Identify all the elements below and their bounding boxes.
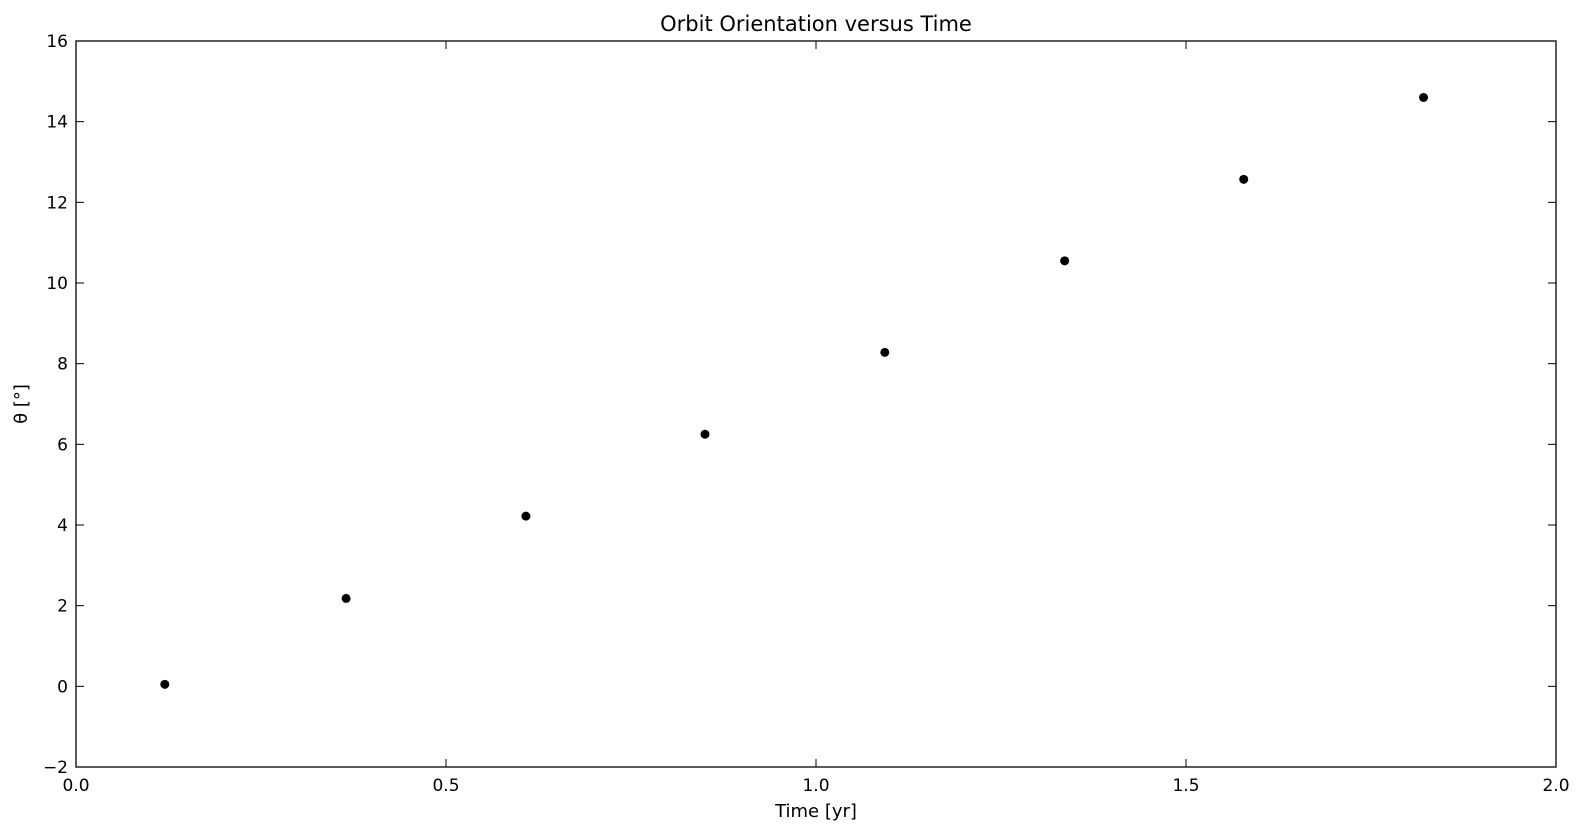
data-point	[1060, 256, 1070, 266]
y-tick-label: −2	[43, 758, 68, 778]
y-tick-label: 0	[57, 677, 68, 697]
y-tick-label: 6	[57, 435, 68, 455]
y-axis-label: θ [°]	[11, 384, 32, 424]
y-tick-label: 12	[46, 193, 68, 213]
data-point	[160, 679, 170, 689]
x-tick-label: 1.0	[802, 776, 829, 796]
data-point	[880, 347, 890, 357]
y-tick-label: 14	[46, 113, 68, 133]
axis-ticks: 0.0 0.5 1.0 1.5 2.0 −2 0 2 4 6 8 10 12 14 16	[43, 32, 1570, 796]
y-tick-label: 4	[57, 516, 68, 536]
chart-title: Orbit Orientation versus Time	[660, 12, 972, 36]
x-axis-label: Time [yr]	[774, 801, 857, 822]
data-point	[341, 593, 351, 603]
data-point	[700, 429, 710, 439]
x-tick-label: 0.5	[432, 776, 459, 796]
y-tick-label: 8	[57, 355, 68, 375]
data-points	[160, 92, 1429, 689]
data-point	[521, 511, 531, 521]
plot-frame	[75, 40, 1557, 768]
x-tick-label: 1.5	[1172, 776, 1199, 796]
x-tick-label: 2.0	[1542, 776, 1569, 796]
y-tick-label: 10	[46, 274, 68, 294]
y-tick-label: 2	[57, 597, 68, 617]
x-tick-label: 0.0	[62, 776, 89, 796]
data-point	[1419, 92, 1429, 102]
y-tick-label: 16	[46, 32, 68, 52]
data-point	[1239, 174, 1249, 184]
